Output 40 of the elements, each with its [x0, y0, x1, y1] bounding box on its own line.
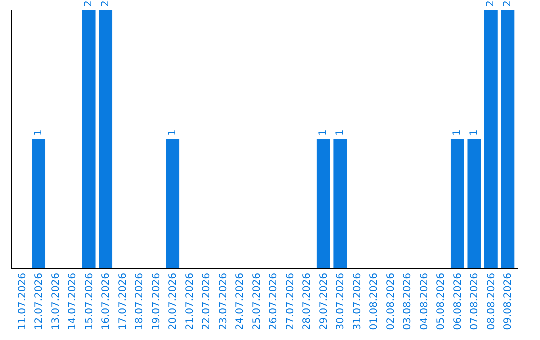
x-tick-label: 15.07.2026 [84, 273, 96, 330]
x-tick-label: 02.08.2026 [386, 273, 397, 330]
x-tick-label: 30.07.2026 [336, 273, 347, 330]
x-tick-label: 06.08.2026 [452, 273, 464, 330]
x-tick-label: 04.08.2026 [419, 273, 430, 330]
x-tick-label: 18.07.2026 [134, 273, 146, 330]
data-label: 2 [100, 0, 112, 7]
data-label: 1 [334, 130, 346, 136]
data-label: 1 [167, 130, 178, 136]
x-tick-label: 05.08.2026 [436, 273, 448, 330]
x-tick-label: 17.07.2026 [118, 273, 129, 330]
x-tick-label: 12.07.2026 [34, 273, 46, 330]
x-tick-label: 03.08.2026 [402, 273, 414, 330]
x-tick-label: 27.07.2026 [285, 273, 296, 330]
x-tick-label: 23.07.2026 [218, 273, 230, 330]
x-tick-label: 26.07.2026 [268, 273, 280, 330]
x-tick-label: 31.07.2026 [352, 273, 364, 330]
x-tick-label: 01.08.2026 [369, 273, 380, 330]
x-tick-label: 19.07.2026 [151, 273, 162, 330]
x-tick-label: 22.07.2026 [202, 273, 213, 330]
data-label: 1 [318, 130, 330, 136]
x-tick-label: 20.07.2026 [168, 273, 180, 330]
x-tick-label: 11.07.2026 [17, 273, 28, 330]
data-label: 1 [452, 130, 464, 136]
x-tick-label: 25.07.2026 [252, 273, 263, 330]
x-tick-label: 14.07.2026 [68, 273, 79, 330]
x-tick-label: 13.07.2026 [50, 273, 62, 330]
x-tick-label: 21.07.2026 [184, 273, 196, 330]
data-label: 1 [33, 130, 44, 136]
data-label: 2 [84, 0, 95, 7]
data-label: 2 [502, 0, 514, 7]
x-tick-label: 24.07.2026 [235, 273, 246, 330]
data-label: 1 [468, 130, 480, 136]
x-tick-label: 16.07.2026 [101, 273, 112, 330]
x-tick-label: 29.07.2026 [318, 273, 330, 330]
x-tick-label: 08.08.2026 [486, 273, 498, 330]
x-tick-label: 28.07.2026 [302, 273, 314, 330]
x-tick-label: 09.08.2026 [503, 273, 514, 330]
data-label: 2 [486, 0, 497, 7]
x-tick-label: 07.08.2026 [470, 273, 481, 330]
